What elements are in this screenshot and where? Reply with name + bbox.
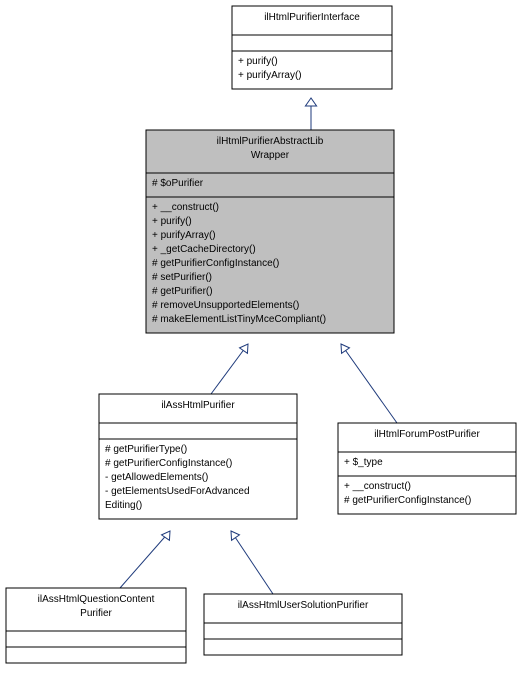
class-member: + __construct() <box>344 481 411 492</box>
class-member: # makeElementListTinyMceCompliant() <box>152 314 326 325</box>
inheritance-edge <box>341 344 397 423</box>
class-node-questionContent: ilAssHtmlQuestionContent Purifier <box>6 588 186 663</box>
class-member: + purifyArray() <box>238 70 302 81</box>
class-title: ilHtmlForumPostPurifier <box>374 429 480 440</box>
uml-class-diagram: ilHtmlPurifierInterface + purify() + purif… <box>0 0 523 684</box>
class-member: + purify() <box>238 56 278 67</box>
class-title: Purifier <box>80 608 112 619</box>
class-title: ilHtmlPurifierInterface <box>264 12 360 23</box>
class-member: # getPurifierType() <box>105 444 187 455</box>
class-member: # getPurifierConfigInstance() <box>152 258 279 269</box>
inheritance-edge <box>120 531 170 588</box>
class-member: + __construct() <box>152 202 219 213</box>
class-member: + _getCacheDirectory() <box>152 244 256 255</box>
class-node-interface: ilHtmlPurifierInterface + purify() + purif… <box>232 6 392 89</box>
class-member: # $oPurifier <box>152 178 204 189</box>
class-title: Wrapper <box>251 150 290 161</box>
class-member: - getElementsUsedForAdvanced <box>105 486 250 497</box>
class-node-userSolution: ilAssHtmlUserSolutionPurifier <box>204 594 402 655</box>
class-member: # getPurifierConfigInstance() <box>105 458 232 469</box>
class-title: ilHtmlPurifierAbstractLib <box>217 136 324 147</box>
inheritance-edge <box>211 344 248 394</box>
class-member: # removeUnsupportedElements() <box>152 300 299 311</box>
class-member: + purifyArray() <box>152 230 216 241</box>
class-member: Editing() <box>105 500 142 511</box>
class-member: # setPurifier() <box>152 272 212 283</box>
class-title: ilAssHtmlPurifier <box>161 400 235 411</box>
class-node-forumPost: ilHtmlForumPostPurifier + $_type + __const… <box>338 423 516 514</box>
class-node-abstract: ilHtmlPurifierAbstractLib Wrapper # $oPuri… <box>146 130 394 333</box>
class-node-assHtml: ilAssHtmlPurifier # getPurifierType() # ge… <box>99 394 297 519</box>
class-member: + purify() <box>152 216 192 227</box>
class-member: - getAllowedElements() <box>105 472 208 483</box>
class-member: # getPurifierConfigInstance() <box>344 495 471 506</box>
class-title: ilAssHtmlUserSolutionPurifier <box>238 600 369 611</box>
inheritance-edge <box>231 531 273 594</box>
class-title: ilAssHtmlQuestionContent <box>38 594 155 605</box>
class-member: + $_type <box>344 457 383 468</box>
class-member: # getPurifier() <box>152 286 213 297</box>
